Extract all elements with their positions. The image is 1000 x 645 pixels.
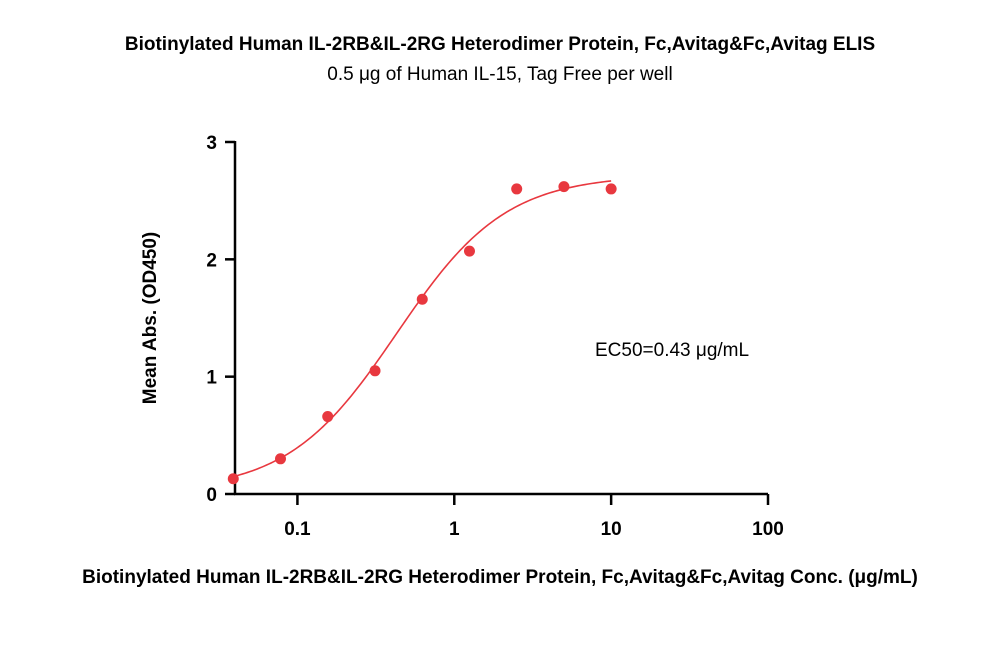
y-tick-label: 3 [206, 133, 217, 154]
fit-curve [233, 180, 612, 478]
y-tick-label: 2 [206, 250, 217, 271]
data-point [558, 181, 570, 193]
axes: 0 1 2 3 0.1 1 10 100 [206, 133, 783, 540]
chart-title: Biotinylated Human IL-2RB&IL-2RG Heterod… [125, 34, 875, 55]
y-tick-label: 0 [206, 485, 217, 506]
y-tick-label: 1 [206, 368, 217, 389]
y-axis-label: Mean Abs. (OD450) [140, 232, 161, 404]
data-point [227, 473, 239, 485]
ec50-annotation: EC50=0.43 μg/mL [595, 340, 749, 361]
data-point [463, 245, 475, 257]
data-point [605, 183, 617, 195]
data-point [274, 453, 286, 465]
data-point [322, 411, 334, 423]
data-point [416, 293, 428, 305]
chart-subtitle: 0.5 μg of Human IL-15, Tag Free per well [327, 64, 672, 85]
x-axis-label: Biotinylated Human IL-2RB&IL-2RG Heterod… [82, 567, 918, 588]
x-tick-label: 10 [601, 519, 622, 540]
data-points-layer [227, 181, 617, 485]
x-tick-label: 100 [752, 519, 784, 540]
x-tick-label: 0.1 [284, 519, 311, 540]
x-tick-label: 1 [449, 519, 460, 540]
fit-curve-layer [233, 180, 612, 478]
data-point [369, 365, 381, 377]
data-point [511, 183, 523, 195]
